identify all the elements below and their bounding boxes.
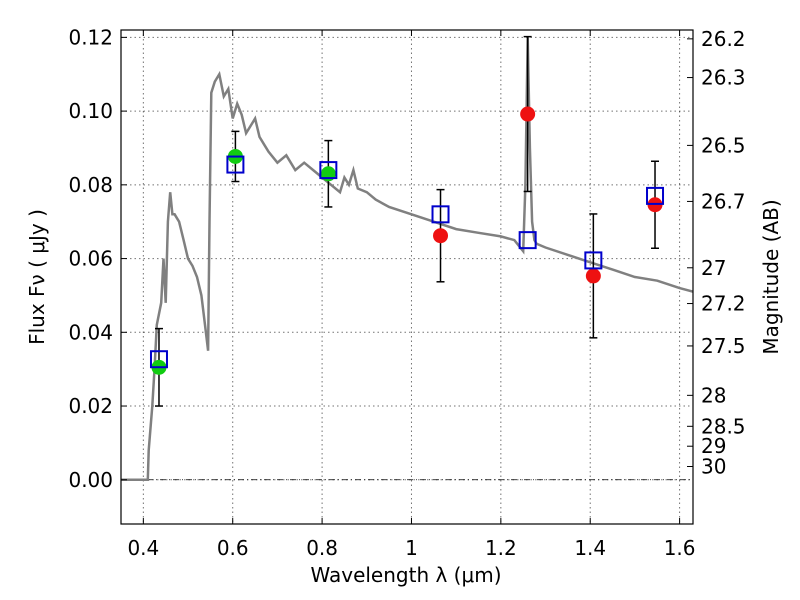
y-tick-label: 0.10 bbox=[68, 99, 113, 123]
x-tick-label: 1.2 bbox=[485, 536, 517, 560]
axis-ticks: 0.4 0.6 0.8 1 1.2 1.4 1.6 0.00 0.02 0.04 0.06 0.08 0… bbox=[68, 25, 745, 560]
y-tick-label: 0.02 bbox=[68, 394, 113, 418]
x-tick-label: 0.4 bbox=[127, 536, 159, 560]
x-tick-label: 1.4 bbox=[574, 536, 606, 560]
mag-tick-label: 27.2 bbox=[701, 292, 746, 316]
mag-tick-label: 26.2 bbox=[701, 27, 746, 51]
mag-tick-label: 26.5 bbox=[701, 133, 746, 157]
model-flux-box bbox=[584, 251, 603, 270]
model-flux-boxes bbox=[149, 155, 665, 369]
model-flux-box bbox=[518, 231, 537, 250]
y-tick-label: 0.12 bbox=[68, 25, 113, 49]
mag-tick-label: 28 bbox=[701, 383, 726, 407]
y-axis-label: Flux Fν ( μJy ) bbox=[25, 209, 49, 345]
model-flux-box bbox=[319, 161, 338, 180]
mag-tick-label: 26.3 bbox=[701, 66, 746, 90]
x-tick-label: 0.6 bbox=[217, 536, 249, 560]
mag-tick-label: 29 bbox=[701, 434, 726, 458]
mag-tick-label: 30 bbox=[701, 454, 726, 478]
observed-flux-point bbox=[585, 268, 601, 284]
y2-axis-label: Magnitude (AB) bbox=[759, 199, 783, 354]
x-tick-label: 1 bbox=[405, 536, 418, 560]
mag-tick-label: 27 bbox=[701, 256, 726, 280]
mag-tick-label: 27.5 bbox=[701, 334, 746, 358]
model-flux-box bbox=[431, 205, 450, 224]
observed-flux-point bbox=[520, 106, 536, 122]
model-flux-box bbox=[149, 350, 168, 369]
x-tick-label: 0.8 bbox=[306, 536, 338, 560]
y-tick-label: 0.06 bbox=[68, 247, 113, 271]
mag-tick-label: 26.7 bbox=[701, 189, 746, 213]
y-tick-label: 0.00 bbox=[68, 468, 113, 492]
x-axis-label: Wavelength λ (μm) bbox=[310, 563, 501, 587]
model-flux-box bbox=[226, 155, 245, 174]
observed-flux-point bbox=[433, 228, 449, 244]
plot-frame bbox=[120, 29, 694, 525]
y-tick-label: 0.04 bbox=[68, 320, 113, 344]
x-tick-label: 1.6 bbox=[664, 536, 696, 560]
y-tick-label: 0.08 bbox=[68, 173, 113, 197]
mag-tick-label: 28.5 bbox=[701, 414, 746, 438]
model-flux-box bbox=[646, 186, 665, 205]
